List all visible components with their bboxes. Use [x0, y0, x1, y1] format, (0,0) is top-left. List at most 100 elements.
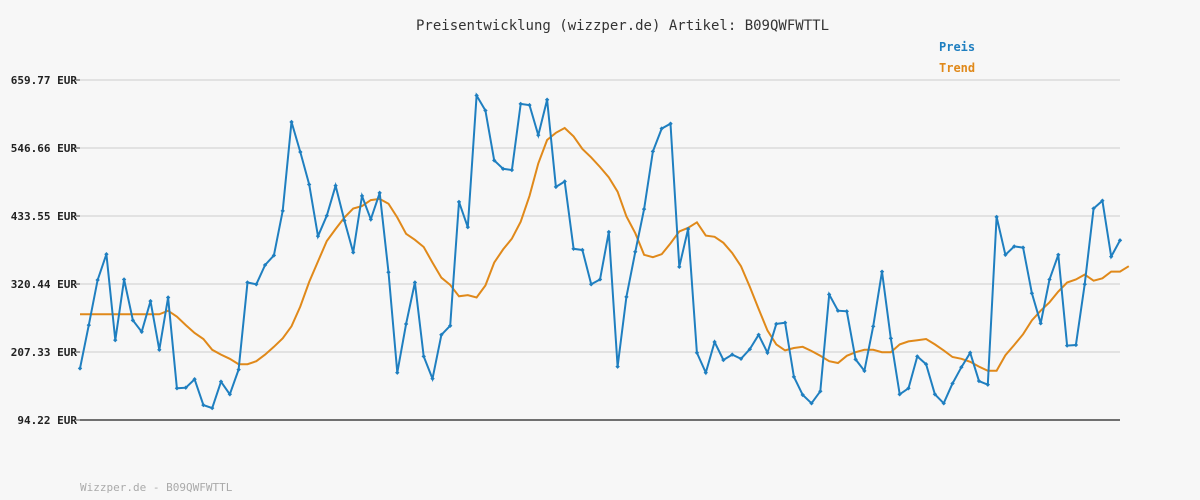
data-point-preis — [730, 352, 735, 357]
data-point-preis — [368, 217, 374, 222]
y-tick-label: 659.77 EUR — [11, 74, 78, 87]
data-point-preis — [1073, 342, 1079, 348]
data-point-preis — [544, 97, 550, 102]
data-point-preis — [439, 332, 444, 337]
data-point-preis — [130, 318, 136, 323]
data-point-preis — [659, 126, 664, 131]
data-point-preis — [280, 208, 285, 214]
data-point-preis — [677, 264, 682, 270]
legend-preis: Preis — [939, 40, 976, 54]
data-point-preis — [1038, 321, 1043, 326]
data-point-preis — [492, 158, 497, 163]
series-layer — [77, 92, 1130, 411]
data-point-preis — [809, 401, 814, 406]
data-point-preis — [430, 376, 435, 381]
data-point-preis — [606, 229, 612, 235]
data-point-preis — [597, 277, 603, 282]
data-point-preis — [1064, 343, 1070, 348]
data-point-preis — [351, 250, 356, 255]
y-tick-label: 546.66 EUR — [11, 142, 78, 155]
y-tick-label: 433.55 EUR — [11, 210, 78, 223]
data-point-preis — [245, 280, 250, 285]
data-point-preis — [1117, 238, 1123, 243]
data-point-preis — [271, 253, 277, 258]
data-point-preis — [210, 405, 215, 411]
data-point-preis — [483, 108, 488, 113]
data-point-preis — [536, 132, 541, 138]
y-tick-label: 207.33 EUR — [11, 346, 78, 359]
data-point-preis — [192, 377, 197, 382]
data-point-preis — [377, 190, 382, 196]
data-point-preis — [897, 392, 902, 397]
data-point-preis — [941, 401, 946, 406]
data-point-preis — [1029, 291, 1035, 296]
data-point-preis — [967, 350, 973, 355]
data-point-preis — [148, 298, 153, 304]
data-point-preis — [333, 183, 338, 188]
data-point-preis — [959, 365, 964, 370]
legend-trend: Trend — [939, 61, 976, 75]
data-point-preis — [650, 149, 656, 154]
data-point-preis — [324, 213, 329, 218]
data-point-preis — [218, 379, 224, 384]
data-point-preis — [721, 357, 726, 363]
data-point-preis — [1020, 245, 1026, 250]
chart-title: Preisentwicklung (wizzper.de) Artikel: B… — [415, 18, 829, 34]
data-point-preis — [756, 332, 761, 337]
data-point-preis — [1012, 244, 1017, 249]
data-point-preis — [818, 389, 823, 394]
data-point-preis — [906, 386, 911, 391]
data-point-preis — [298, 149, 303, 155]
data-point-preis — [456, 199, 462, 205]
data-point-preis — [395, 370, 400, 375]
data-point-preis — [509, 167, 515, 173]
data-point-preis — [712, 339, 717, 345]
data-point-preis — [994, 214, 999, 220]
data-point-preis — [853, 357, 858, 362]
data-point-preis — [421, 354, 426, 359]
data-point-preis — [553, 184, 559, 190]
data-point-preis — [747, 346, 753, 352]
data-point-preis — [113, 337, 118, 343]
data-point-preis — [289, 119, 294, 125]
data-point-preis — [835, 308, 841, 313]
data-point-preis — [879, 269, 885, 274]
data-point-preis — [157, 347, 162, 352]
data-point-preis — [95, 277, 100, 283]
data-point-preis — [1047, 277, 1052, 282]
grid — [80, 79, 1120, 353]
data-point-preis — [262, 262, 268, 268]
data-point-preis — [562, 179, 567, 184]
data-point-preis — [77, 366, 83, 371]
data-point-preis — [227, 392, 233, 397]
data-point-preis — [985, 382, 990, 387]
data-point-preis — [571, 246, 576, 251]
data-point-preis — [641, 206, 647, 212]
data-point-preis — [403, 321, 409, 327]
data-point-preis — [165, 295, 171, 300]
series-line-preis — [79, 92, 1121, 410]
data-point-preis — [765, 350, 770, 355]
data-point-preis — [500, 166, 506, 172]
data-point-preis — [412, 280, 418, 285]
data-point-preis — [923, 362, 929, 367]
data-point-preis — [800, 392, 805, 398]
data-point-preis — [580, 247, 585, 253]
data-point-preis — [685, 226, 691, 232]
axes — [76, 79, 1120, 421]
data-point-preis — [703, 370, 708, 375]
data-point-preis — [174, 386, 180, 391]
data-point-preis — [694, 350, 700, 355]
data-point-preis — [139, 329, 144, 334]
footer-credit: Wizzper.de - B09QWFWTTL — [80, 481, 233, 494]
data-point-preis — [518, 101, 523, 107]
data-point-preis — [738, 356, 744, 362]
data-point-preis — [1056, 252, 1061, 258]
data-point-preis — [844, 309, 849, 314]
data-point-preis — [359, 193, 365, 199]
data-point-preis — [668, 121, 673, 126]
data-point-preis — [615, 364, 620, 369]
data-point-preis — [465, 224, 470, 230]
data-point-preis — [624, 294, 629, 300]
